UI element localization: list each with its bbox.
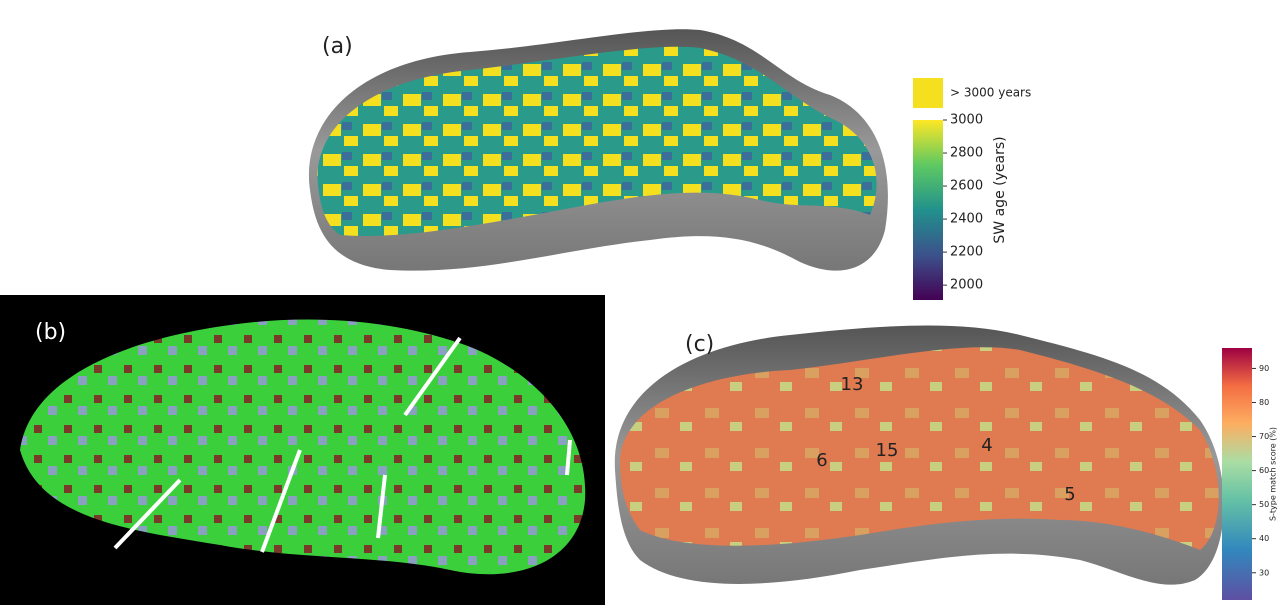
color-map (20, 319, 586, 575)
age-map (317, 46, 877, 236)
colorbar-label: SW age (years) (992, 136, 1008, 243)
region-label: 13 (841, 374, 864, 395)
panel-label: (b) (35, 320, 66, 345)
region-label: 5 (1064, 484, 1075, 505)
colorbar-tick-label: 80 (1259, 398, 1269, 407)
colorbar-tick-label: 50 (1259, 500, 1269, 509)
colorbar-label: S-type match score (%) (1269, 427, 1278, 521)
colorbar-tick-label: 2000 (950, 278, 983, 293)
colorbar-tick-label: 70 (1259, 432, 1269, 441)
colorbar-tick-label: 2200 (950, 245, 983, 260)
colorbar (913, 120, 943, 300)
region-label: 6 (816, 450, 827, 471)
above-swatch (913, 78, 943, 108)
region-label: 4 (981, 435, 992, 456)
panel-label: (a) (322, 34, 353, 59)
region-label: 15 (876, 440, 899, 461)
colorbar (1222, 348, 1252, 600)
colorbar-tick-label: 3000 (950, 113, 983, 128)
panel-label: (c) (685, 332, 714, 357)
colorbar-tick-label: 2400 (950, 212, 983, 227)
colorbar-tick-label: 60 (1259, 466, 1269, 475)
score-map (619, 347, 1219, 550)
panel-c: (c) S-type match score (%) (614, 325, 1278, 600)
above-label: > 3000 years (950, 86, 1031, 100)
colorbar-tick-label: 40 (1259, 534, 1269, 543)
colorbar-tick-label: 2600 (950, 179, 983, 194)
panel-a: (a) > 3000 years SW age (years) (308, 29, 1031, 300)
arrows (113, 336, 572, 553)
panel-b: (b) (0, 295, 605, 605)
colorbar-tick-label: 2800 (950, 146, 983, 161)
colorbar-tick-label: 90 (1259, 364, 1269, 373)
colorbar-tick-label: 30 (1259, 568, 1269, 577)
